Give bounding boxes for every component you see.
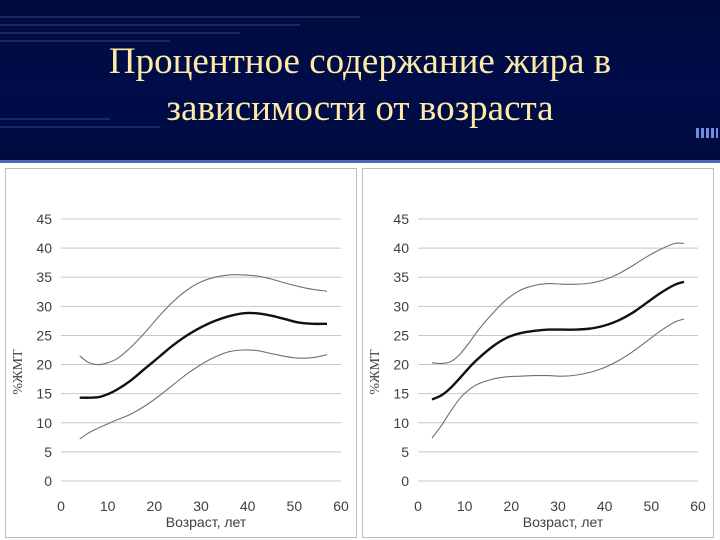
slide-title: Процентное содержание жира в зависимости… [0,38,720,132]
y-tick-label: 30 [393,298,409,314]
y-tick-label: 10 [393,415,409,431]
x-tick-label: 10 [100,498,116,514]
y-tick-label: 45 [36,211,52,227]
y-tick-label: 45 [393,211,409,227]
slide-title-line-2: зависимости от возраста [166,88,554,129]
y-tick-label: 20 [36,357,52,373]
y-tick-label: 15 [36,386,52,402]
header-stripe [0,40,170,42]
y-tick-label: 35 [36,269,52,285]
series-line-mean [431,280,685,401]
series-line-lower [79,349,328,440]
x-axis-label: Возраст, лет [523,514,604,530]
header-stripe [0,32,240,34]
x-tick-label: 40 [240,498,256,514]
series-line-upper [79,274,328,366]
x-tick-label: 50 [644,498,660,514]
header-stripe [0,118,110,120]
series-line-mean [79,311,328,399]
x-axis-label: Возраст, лет [166,514,247,530]
x-tick-label: 50 [287,498,303,514]
y-tick-label: 30 [36,298,52,314]
y-tick-label: 25 [393,327,409,343]
y-tick-label: 40 [36,240,52,256]
y-tick-label: 10 [36,415,52,431]
x-tick-label: 0 [57,498,65,514]
y-tick-label: 0 [44,473,52,489]
x-tick-label: 20 [147,498,163,514]
y-tick-label: 15 [393,386,409,402]
x-tick-label: 10 [457,498,473,514]
y-tick-label: 25 [36,327,52,343]
x-tick-label: 30 [550,498,566,514]
header-divider [0,160,720,163]
x-tick-label: 0 [414,498,422,514]
y-tick-label: 35 [393,269,409,285]
corner-decoration [696,128,718,138]
header-stripe [0,16,360,18]
header-stripe [0,126,160,128]
slide-header: Процентное содержание жира в зависимости… [0,0,720,163]
y-tick-label: 5 [44,444,52,460]
chart-panel-left: 0 5 10 15 20 25 30 35 40 45 0 10 20 30 40 50 60 Возраст, … [5,168,357,538]
chart-right: 0 5 10 15 20 25 30 35 40 45 0 10 20 30 40 50 60 Возраст, … [368,211,706,530]
y-axis-label: %ЖМТ [368,349,383,395]
series-line-upper [431,242,685,364]
x-tick-label: 20 [504,498,520,514]
chart-panel-right: 0 5 10 15 20 25 30 35 40 45 0 10 20 30 40 50 60 Возраст, … [362,168,714,538]
x-tick-label: 60 [690,498,706,514]
y-tick-label: 20 [393,357,409,373]
x-tick-label: 40 [597,498,613,514]
slide-title-line-1: Процентное содержание жира в [108,41,612,82]
y-tick-label: 5 [401,444,409,460]
series-line-lower [431,318,685,439]
y-tick-label: 40 [393,240,409,256]
chart-left: 0 5 10 15 20 25 30 35 40 45 0 10 20 30 40 50 60 Возраст, … [11,211,349,530]
header-stripe [0,24,300,26]
x-tick-label: 30 [193,498,209,514]
y-tick-label: 0 [401,473,409,489]
y-axis-label: %ЖМТ [11,349,26,395]
x-tick-label: 60 [333,498,349,514]
